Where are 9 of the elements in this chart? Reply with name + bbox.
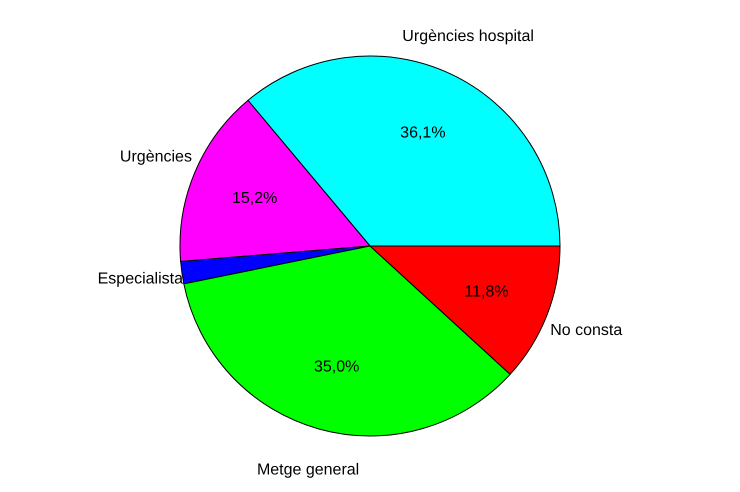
data-label: 11,8%: [464, 283, 509, 300]
slice-label: Metge general: [256, 462, 360, 479]
data-label: 15,2%: [232, 190, 278, 207]
slice-label: Urgències: [120, 148, 192, 166]
slice-label: Urgències hospital: [402, 28, 534, 45]
data-label: 35,0%: [314, 358, 360, 376]
slice-label: Especialista: [98, 270, 184, 288]
slice-label: No consta: [550, 322, 622, 340]
data-label: 36,1%: [400, 124, 446, 142]
